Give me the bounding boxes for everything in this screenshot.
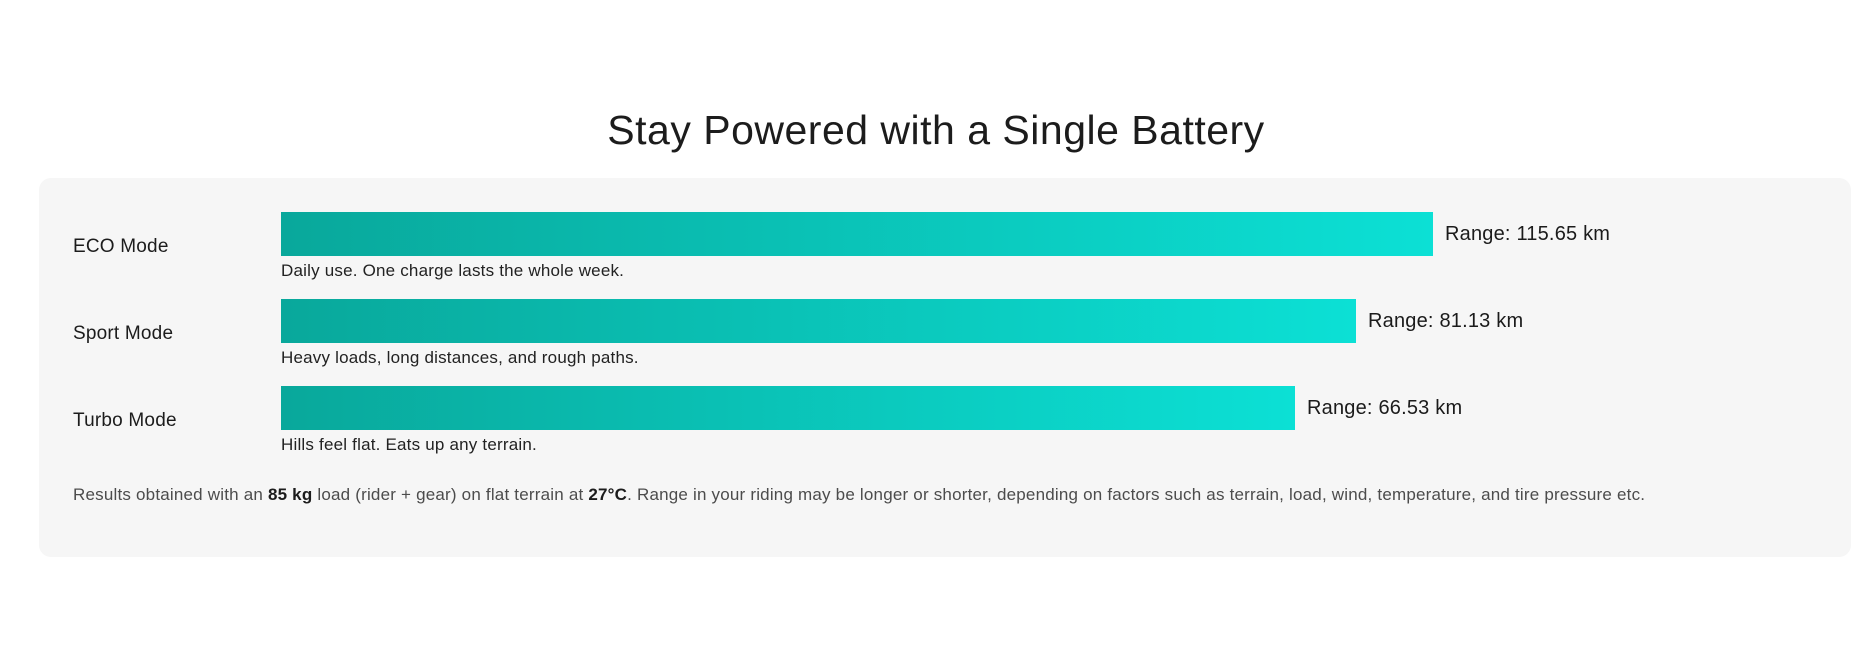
- chart-rows: ECO Mode Range: 115.65 km Daily use. One…: [73, 212, 1815, 455]
- range-value-label: Range: 81.13 km: [1368, 309, 1524, 332]
- range-value-label: Range: 115.65 km: [1445, 222, 1611, 245]
- chart-row: Sport Mode Range: 81.13 km Heavy loads, …: [73, 299, 1815, 368]
- range-bar: [281, 386, 1295, 430]
- page-title: Stay Powered with a Single Battery: [607, 107, 1265, 154]
- footnote: Results obtained with an 85 kg load (rid…: [73, 485, 1646, 504]
- range-bar: [281, 299, 1356, 343]
- mode-label: Turbo Mode: [73, 409, 177, 431]
- bar-block: Range: 81.13 km Heavy loads, long distan…: [281, 299, 1815, 368]
- mode-label: ECO Mode: [73, 235, 169, 257]
- range-bar: [281, 212, 1433, 256]
- bar-caption: Daily use. One charge lasts the whole we…: [281, 261, 625, 280]
- bar-line: Range: 66.53 km: [281, 386, 1815, 430]
- bar-block: Range: 115.65 km Daily use. One charge l…: [281, 212, 1815, 281]
- bar-caption: Hills feel flat. Eats up any terrain.: [281, 435, 537, 454]
- range-value-label: Range: 66.53 km: [1307, 396, 1463, 419]
- chart-row: Turbo Mode Range: 66.53 km Hills feel fl…: [73, 386, 1815, 455]
- bar-line: Range: 115.65 km: [281, 212, 1815, 256]
- bar-caption: Heavy loads, long distances, and rough p…: [281, 348, 639, 367]
- mode-label: Sport Mode: [73, 322, 174, 344]
- bar-block: Range: 66.53 km Hills feel flat. Eats up…: [281, 386, 1815, 455]
- chart-row: ECO Mode Range: 115.65 km Daily use. One…: [73, 212, 1815, 281]
- bar-line: Range: 81.13 km: [281, 299, 1815, 343]
- battery-range-card: ECO Mode Range: 115.65 km Daily use. One…: [39, 178, 1851, 557]
